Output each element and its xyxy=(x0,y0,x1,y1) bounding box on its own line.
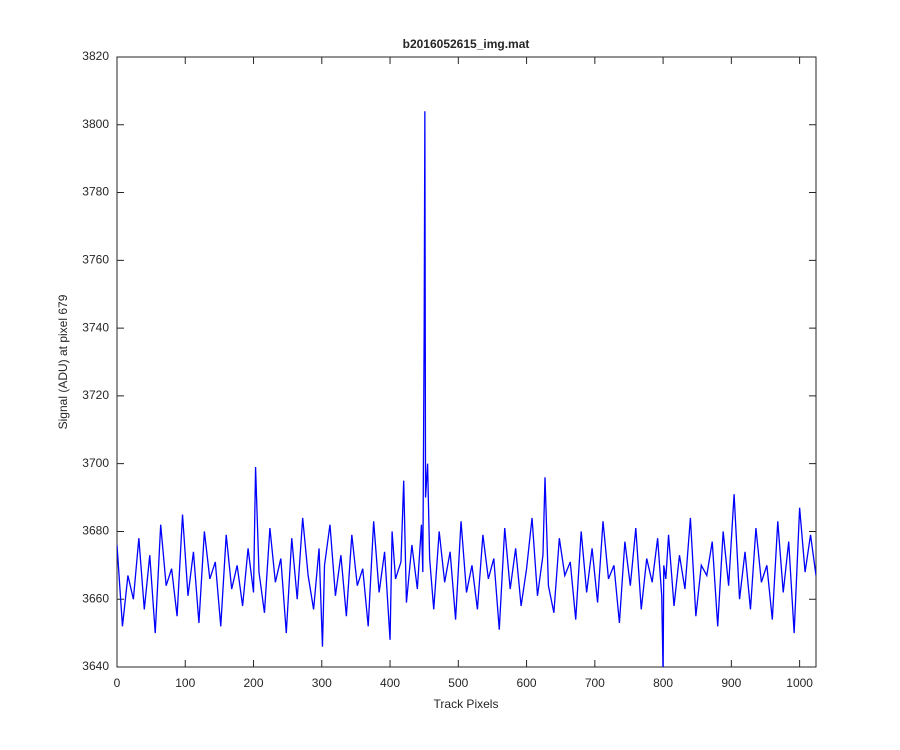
x-tick-label: 600 xyxy=(517,676,537,690)
x-axis-label: Track Pixels xyxy=(434,697,499,711)
data-line xyxy=(117,111,816,667)
x-tick-label: 400 xyxy=(380,676,400,690)
y-tick-label: 3800 xyxy=(82,117,109,131)
y-tick-label: 3660 xyxy=(82,591,109,605)
y-axis-label: Signal (ADU) at pixel 679 xyxy=(56,294,70,429)
y-tick-label: 3780 xyxy=(82,185,109,199)
x-tick-label: 800 xyxy=(653,676,673,690)
x-tick-label: 900 xyxy=(721,676,741,690)
y-tick-label: 3700 xyxy=(82,456,109,470)
x-tick-label: 0 xyxy=(114,676,121,690)
x-tick-label: 500 xyxy=(448,676,468,690)
plot-area xyxy=(116,56,817,668)
y-tick-label: 3820 xyxy=(82,49,109,63)
x-tick-label: 1000 xyxy=(786,676,813,690)
chart-title: b2016052615_img.mat xyxy=(403,37,530,51)
x-tick-label: 100 xyxy=(175,676,195,690)
y-tick-label: 3740 xyxy=(82,320,109,334)
x-tick-label: 300 xyxy=(312,676,332,690)
x-tick-label: 700 xyxy=(585,676,605,690)
y-tick-label: 3680 xyxy=(82,524,109,538)
y-tick-label: 3720 xyxy=(82,388,109,402)
y-tick-label: 3640 xyxy=(82,659,109,673)
y-tick-label: 3760 xyxy=(82,253,109,267)
x-tick-label: 200 xyxy=(244,676,264,690)
